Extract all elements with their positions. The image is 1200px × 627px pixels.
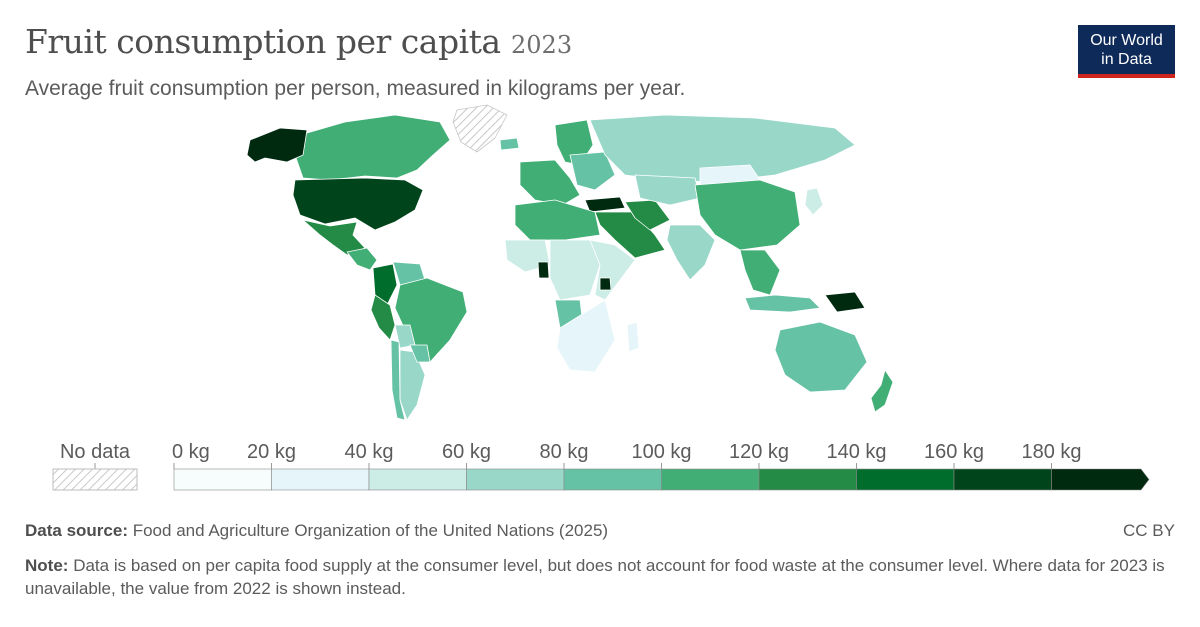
map-region-north-africa[interactable] [514, 199, 601, 241]
legend-bin-arrow [1051, 468, 1150, 491]
legend-tick-label: 80 kg [540, 441, 589, 463]
map-region-russia[interactable] [589, 114, 856, 183]
legend-tick-label: 20 kg [247, 441, 296, 463]
logo-line-1: Our World [1090, 32, 1163, 49]
logo-line-2: in Data [1101, 51, 1152, 68]
legend-tick-label: 140 kg [826, 441, 886, 463]
map-region-southern-africa[interactable] [556, 299, 616, 373]
map-regions [246, 104, 894, 421]
chart-title: Fruit consumption per capita [25, 22, 501, 61]
legend-no-data-swatch [52, 468, 138, 491]
source-text[interactable]: Food and Agriculture Organization of the… [132, 521, 609, 540]
map-region-canada[interactable] [294, 114, 451, 181]
map-region-mexico[interactable] [302, 219, 366, 256]
legend-ticks: 0 kg 20 kg 40 kg 60 kg 80 kg 100 kg 120 kg 140 … [172, 441, 1082, 469]
legend-bin [758, 468, 857, 491]
map-region-new-zealand[interactable] [870, 369, 894, 413]
map-region-indonesia[interactable] [744, 294, 821, 313]
note-text: Data is based on per capita food supply … [25, 556, 1165, 598]
legend-tick-label: 120 kg [729, 441, 789, 463]
chart-year: 2023 [511, 31, 573, 59]
color-legend: No data 0 kg 20 kg 40 kg 60 kg 80 kg 100 kg 12… [52, 441, 1150, 491]
legend-tick-label: 160 kg [924, 441, 984, 463]
map-region-japan[interactable] [804, 187, 824, 216]
map-region-greenland[interactable] [452, 104, 508, 153]
map-region-ghana[interactable] [537, 261, 550, 279]
legend-no-data-label: No data [60, 441, 131, 463]
chart-title-row: Fruit consumption per capita 2023 [25, 22, 572, 61]
license-link[interactable]: CC BY [1123, 521, 1175, 540]
legend-bin [661, 468, 760, 491]
map-region-western-europe[interactable] [519, 159, 581, 206]
map-region-india[interactable] [666, 224, 716, 281]
map-region-united-states[interactable] [292, 177, 424, 231]
source-label: Data source: [25, 521, 128, 540]
legend-tick-label: 60 kg [442, 441, 491, 463]
legend-bin [856, 468, 955, 491]
map-region-central-africa[interactable] [549, 239, 601, 301]
map-region-iceland[interactable] [499, 137, 520, 151]
legend-tick-label: 100 kg [631, 441, 691, 463]
map-region-southeast-asia[interactable] [739, 249, 781, 296]
legend-bin [271, 468, 370, 491]
map-region-australia[interactable] [774, 321, 868, 393]
legend-bin [368, 468, 467, 491]
map-region-colombia[interactable] [372, 263, 398, 306]
map-region-turkey[interactable] [584, 196, 626, 213]
map-region-central-asia[interactable] [634, 174, 701, 206]
map-region-brazil[interactable] [394, 277, 468, 363]
map-region-eastern-europe[interactable] [569, 151, 616, 191]
owid-logo[interactable]: Our World in Data [1078, 25, 1175, 78]
legend-bin [563, 468, 662, 491]
map-region-peru[interactable] [370, 294, 396, 341]
world-map[interactable] [195, 100, 925, 430]
map-region-madagascar[interactable] [626, 321, 640, 353]
map-region-china[interactable] [694, 179, 801, 251]
chart-subtitle: Average fruit consumption per person, me… [25, 77, 686, 100]
map-region-papua-new-guinea[interactable] [824, 291, 866, 313]
map-region-central-america[interactable] [346, 247, 378, 271]
legend-bin [466, 468, 565, 491]
note-label: Note: [25, 556, 69, 575]
legend-bins [173, 468, 1150, 491]
legend-tick-label: 0 kg [172, 441, 210, 463]
map-region-alaska[interactable] [246, 127, 308, 163]
legend-tick-label: 180 kg [1021, 441, 1081, 463]
legend-bin [953, 468, 1052, 491]
legend-tick-label: 40 kg [345, 441, 394, 463]
map-region-paraguay[interactable] [409, 344, 431, 363]
map-region-chile[interactable] [390, 339, 406, 421]
map-region-uganda[interactable] [599, 277, 612, 291]
data-source: Data source: Food and Agriculture Organi… [25, 521, 608, 541]
legend-bin [173, 468, 272, 491]
chart-note: Note: Data is based on per capita food s… [25, 554, 1175, 600]
